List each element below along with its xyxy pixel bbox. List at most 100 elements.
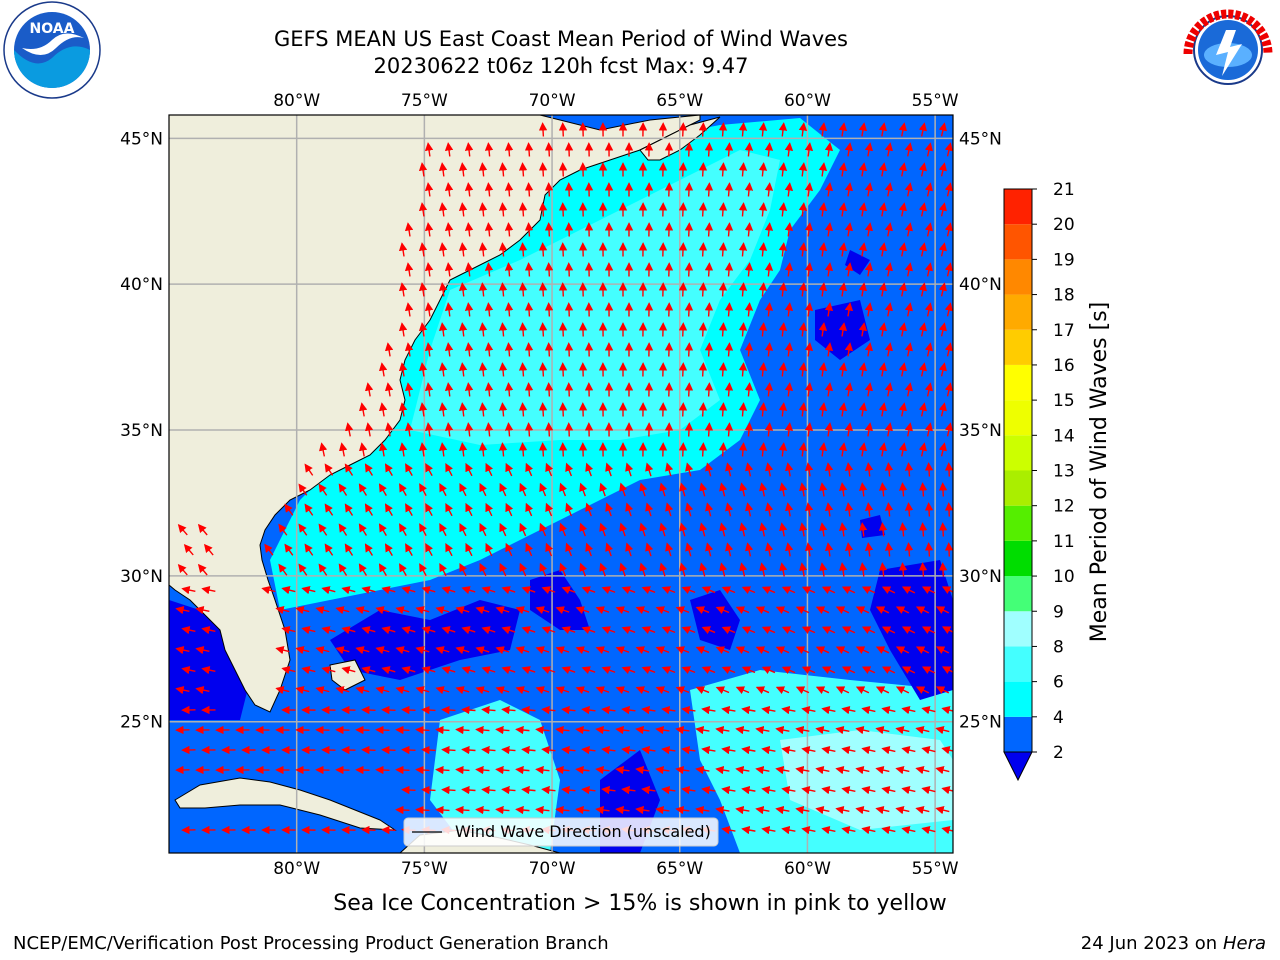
wind-wave-arrow bbox=[575, 765, 590, 775]
wind-wave-arrow bbox=[904, 302, 914, 317]
wind-wave-arrow bbox=[758, 122, 768, 137]
wind-wave-arrow bbox=[281, 586, 296, 595]
wind-wave-arrow bbox=[524, 382, 534, 397]
wind-wave-arrow bbox=[321, 666, 336, 675]
wind-wave-arrow bbox=[438, 442, 448, 457]
wind-wave-arrow bbox=[704, 342, 714, 357]
wind-wave-arrow bbox=[635, 765, 650, 775]
wind-wave-arrow bbox=[818, 362, 828, 377]
wind-wave-arrow bbox=[518, 242, 528, 257]
wind-wave-arrow bbox=[918, 402, 928, 417]
wind-wave-arrow bbox=[444, 182, 454, 197]
wind-wave-arrow bbox=[498, 362, 508, 377]
wind-wave-arrow bbox=[725, 542, 734, 557]
wind-wave-arrow bbox=[864, 422, 874, 437]
wind-wave-arrow bbox=[415, 805, 430, 815]
wind-wave-arrow bbox=[864, 142, 874, 157]
colorbar-tick-label: 11 bbox=[1053, 532, 1075, 552]
wind-wave-arrow bbox=[784, 342, 794, 357]
wind-wave-arrow bbox=[718, 442, 728, 457]
wind-wave-arrow bbox=[835, 805, 850, 815]
wind-wave-arrow bbox=[718, 242, 728, 257]
wind-wave-arrow bbox=[804, 502, 814, 517]
wind-wave-arrow bbox=[705, 542, 714, 557]
wind-wave-arrow bbox=[378, 442, 388, 457]
wind-wave-arrow bbox=[795, 606, 810, 615]
wind-wave-arrow bbox=[724, 302, 734, 317]
wind-wave-arrow bbox=[838, 362, 848, 377]
wind-wave-arrow bbox=[425, 503, 433, 517]
wind-wave-arrow bbox=[704, 302, 714, 317]
wind-wave-arrow bbox=[778, 362, 788, 377]
wind-wave-arrow bbox=[541, 785, 556, 795]
wind-wave-arrow bbox=[864, 462, 874, 477]
wind-wave-arrow bbox=[525, 462, 534, 477]
wind-wave-arrow bbox=[838, 282, 848, 297]
wind-wave-arrow bbox=[521, 785, 536, 795]
wind-wave-arrow bbox=[838, 242, 848, 257]
wind-wave-arrow bbox=[515, 725, 530, 735]
wind-wave-arrow bbox=[718, 362, 728, 377]
wind-wave-arrow bbox=[399, 523, 407, 536]
wind-wave-arrow bbox=[475, 686, 490, 695]
wind-wave-arrow bbox=[424, 262, 434, 277]
wind-wave-arrow bbox=[595, 765, 610, 775]
wind-wave-arrow bbox=[341, 586, 356, 595]
wind-wave-arrow bbox=[418, 362, 428, 377]
wind-wave-arrow bbox=[884, 542, 894, 557]
wind-wave-arrow bbox=[861, 706, 876, 715]
wind-wave-arrow bbox=[738, 322, 748, 337]
wind-wave-arrow bbox=[581, 586, 596, 595]
wind-wave-arrow bbox=[621, 705, 636, 715]
colorbar-cell bbox=[1004, 681, 1032, 717]
wind-wave-arrow bbox=[321, 586, 336, 595]
wind-wave-arrow bbox=[504, 142, 514, 157]
wind-wave-arrow bbox=[738, 122, 748, 137]
wind-wave-arrow bbox=[595, 606, 610, 615]
wind-wave-arrow bbox=[655, 686, 670, 695]
colorbar-cell bbox=[1004, 364, 1032, 401]
wind-wave-arrow bbox=[558, 442, 568, 457]
wind-wave-arrow bbox=[775, 765, 790, 775]
wind-wave-arrow bbox=[938, 482, 948, 497]
wind-wave-arrow bbox=[744, 382, 754, 397]
wind-wave-arrow bbox=[499, 562, 508, 577]
wind-wave-arrow bbox=[625, 542, 634, 557]
colorbar-tick-label: 9 bbox=[1053, 602, 1064, 622]
wind-wave-arrow bbox=[641, 745, 656, 755]
wind-wave-arrow bbox=[558, 202, 568, 217]
wind-wave-arrow bbox=[884, 182, 894, 197]
wind-wave-arrow bbox=[778, 162, 788, 177]
wind-wave-arrow bbox=[798, 482, 808, 497]
wind-wave-arrow bbox=[375, 606, 390, 615]
wind-wave-arrow bbox=[404, 222, 414, 237]
wind-wave-arrow bbox=[861, 586, 876, 595]
wind-wave-arrow bbox=[281, 626, 296, 635]
wind-wave-arrow bbox=[915, 726, 930, 735]
wind-wave-arrow bbox=[758, 442, 768, 457]
wind-wave-arrow bbox=[541, 586, 556, 595]
wind-wave-arrow bbox=[684, 142, 694, 157]
wind-wave-arrow bbox=[724, 382, 734, 397]
wind-wave-arrow bbox=[679, 562, 688, 577]
wind-wave-arrow bbox=[201, 586, 216, 595]
wind-wave-arrow bbox=[735, 606, 750, 615]
wind-wave-arrow bbox=[864, 262, 874, 277]
wind-wave-arrow bbox=[541, 666, 556, 675]
colorbar-cell bbox=[1004, 259, 1032, 295]
wind-wave-arrow bbox=[301, 666, 316, 675]
wind-wave-arrow bbox=[455, 606, 470, 615]
wind-wave-arrow bbox=[818, 562, 828, 577]
wind-wave-arrow bbox=[924, 302, 934, 317]
wind-wave-arrow bbox=[605, 502, 614, 517]
wind-wave-arrow bbox=[898, 322, 908, 337]
wind-wave-arrow bbox=[555, 805, 570, 815]
wind-wave-arrow bbox=[758, 162, 768, 177]
wind-wave-arrow bbox=[778, 562, 788, 577]
wind-wave-arrow bbox=[944, 262, 953, 277]
colorbar-tick-label: 15 bbox=[1053, 391, 1075, 411]
wind-wave-arrow bbox=[764, 382, 774, 397]
wind-wave-arrow bbox=[881, 786, 896, 795]
wind-wave-arrow bbox=[585, 462, 594, 477]
wind-wave-arrow bbox=[203, 543, 214, 556]
